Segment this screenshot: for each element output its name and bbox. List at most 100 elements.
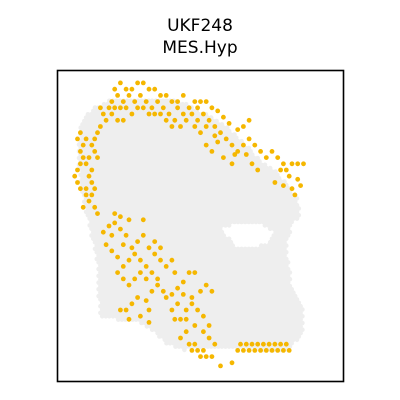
- tissue-spot: [191, 330, 196, 336]
- tissue-spot: [250, 280, 255, 285]
- tissue-spot: [248, 189, 253, 194]
- tissue-spot: [157, 266, 162, 272]
- tissue-spot: [182, 340, 187, 346]
- tissue-spot: [187, 128, 193, 134]
- tissue-spot: [114, 179, 119, 184]
- tissue-spot: [194, 250, 200, 255]
- mes-hyp-spot: [252, 142, 258, 148]
- tissue-spot: [126, 175, 132, 181]
- tissue-spot: [164, 239, 169, 245]
- tissue-spot: [275, 246, 280, 252]
- mes-hyp-spot: [129, 245, 135, 251]
- tissue-spot: [185, 179, 191, 184]
- tissue-spot: [107, 280, 112, 285]
- tissue-spot: [92, 125, 98, 130]
- tissue-spot: [217, 260, 223, 265]
- tissue-spot: [87, 115, 92, 120]
- tissue-spot: [210, 159, 216, 164]
- tissue-spot: [171, 145, 176, 151]
- tissue-spot: [112, 149, 117, 154]
- tissue-spot: [296, 327, 302, 333]
- tissue-spot: [160, 199, 166, 205]
- tissue-spot: [119, 256, 125, 262]
- tissue-spot: [221, 186, 226, 191]
- tissue-spot: [259, 270, 264, 275]
- tissue-spot: [149, 199, 155, 205]
- tissue-spot: [139, 179, 144, 184]
- mes-hyp-spot: [172, 316, 178, 322]
- tissue-spot: [214, 145, 219, 151]
- tissue-spot: [123, 297, 128, 302]
- tissue-spot: [248, 250, 253, 255]
- tissue-spot: [139, 320, 144, 326]
- tissue-spot: [216, 276, 221, 282]
- tissue-spot: [260, 165, 266, 171]
- tissue-spot: [237, 256, 243, 262]
- mes-hyp-spot: [103, 117, 109, 123]
- tissue-spot: [171, 105, 176, 110]
- tissue-spot: [217, 206, 223, 211]
- tissue-spot: [208, 209, 214, 215]
- tissue-spot: [266, 317, 271, 322]
- tissue-spot: [208, 330, 214, 336]
- tissue-spot: [259, 196, 264, 201]
- tissue-spot: [135, 300, 141, 306]
- tissue-spot: [244, 175, 250, 181]
- tissue-spot: [235, 266, 241, 272]
- tissue-spot: [235, 138, 241, 144]
- tissue-spot: [216, 155, 221, 161]
- tissue-spot: [164, 138, 169, 144]
- tissue-spot: [205, 317, 210, 322]
- tissue-spot: [92, 159, 98, 164]
- tissue-spot: [234, 175, 239, 181]
- tissue-spot: [187, 169, 193, 174]
- tissue-spot: [157, 125, 162, 130]
- tissue-spot: [282, 280, 287, 285]
- tissue-spot: [296, 206, 302, 211]
- tissue-spot: [296, 300, 302, 306]
- tissue-spot: [214, 165, 219, 171]
- tissue-spot: [264, 320, 269, 326]
- tissue-spot: [185, 280, 191, 285]
- tissue-spot: [208, 155, 214, 161]
- tissue-spot: [196, 320, 201, 326]
- tissue-spot: [196, 219, 201, 225]
- mes-hyp-spot: [286, 173, 292, 179]
- tissue-spot: [225, 260, 230, 265]
- tissue-spot: [242, 300, 248, 306]
- tissue-spot: [216, 337, 221, 343]
- tissue-spot: [237, 290, 243, 296]
- tissue-spot: [267, 219, 273, 225]
- tissue-spot: [226, 216, 232, 221]
- tissue-spot: [91, 128, 96, 134]
- tissue-spot: [110, 159, 116, 164]
- tissue-spot: [235, 260, 241, 265]
- tissue-spot: [98, 196, 103, 201]
- tissue-spot: [214, 320, 219, 326]
- tissue-spot: [201, 337, 207, 343]
- tissue-spot: [146, 239, 151, 245]
- tissue-spot: [212, 229, 218, 235]
- tissue-spot: [225, 186, 230, 191]
- tissue-spot: [239, 138, 244, 144]
- tissue-spot: [225, 246, 230, 252]
- tissue-spot: [151, 297, 157, 302]
- tissue-spot: [162, 310, 168, 316]
- tissue-spot: [103, 226, 109, 231]
- tissue-spot: [101, 149, 107, 154]
- tissue-spot: [132, 165, 137, 171]
- tissue-spot: [158, 236, 164, 242]
- tissue-spot: [160, 165, 166, 171]
- tissue-spot: [132, 186, 137, 191]
- tissue-spot: [175, 199, 180, 205]
- tissue-spot: [259, 290, 264, 296]
- tissue-spot: [144, 256, 150, 262]
- tissue-spot: [223, 317, 228, 322]
- tissue-spot: [153, 186, 159, 191]
- tissue-spot: [160, 179, 166, 184]
- tissue-spot: [162, 196, 168, 201]
- tissue-spot: [189, 186, 194, 191]
- tissue-spot: [241, 276, 246, 282]
- tissue-spot: [182, 199, 187, 205]
- tissue-spot: [230, 256, 235, 262]
